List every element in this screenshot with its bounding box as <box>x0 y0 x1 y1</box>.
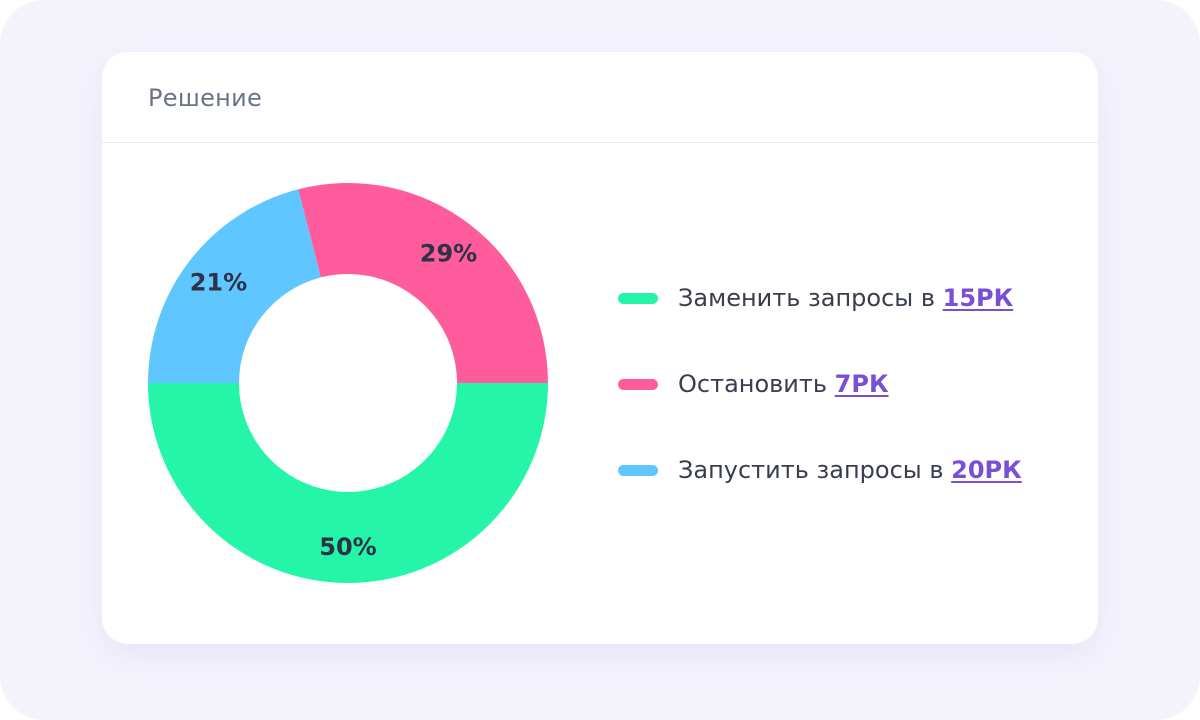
card-title: Решение <box>148 84 263 112</box>
legend-swatch-green <box>618 292 658 304</box>
legend-link-20rk[interactable]: 20РК <box>951 456 1022 484</box>
legend-label-text: Заменить запросы в <box>678 284 943 312</box>
slice-stop <box>298 183 548 383</box>
legend-link-15rk[interactable]: 15РК <box>942 284 1014 312</box>
legend-label: Остановить 7РК <box>678 370 889 398</box>
legend-label: Запустить запросы в 20РК <box>678 456 1022 484</box>
chart-legend: Заменить запросы в 15РК Остановить 7РК З… <box>618 275 1088 533</box>
slice-label: 21% <box>190 268 247 296</box>
legend-item-replace: Заменить запросы в 15РК <box>618 275 1088 321</box>
legend-swatch-pink <box>618 378 658 390</box>
legend-link-7rk[interactable]: 7РК <box>834 370 889 398</box>
legend-item-stop: Остановить 7РК <box>618 361 1088 407</box>
legend-item-launch: Запустить запросы в 20РК <box>618 447 1088 493</box>
slice-replace <box>148 383 548 583</box>
legend-swatch-blue <box>618 464 658 476</box>
legend-label: Заменить запросы в 15РК <box>678 284 1013 312</box>
card-header: Решение <box>102 52 1098 143</box>
slice-launch <box>148 189 321 383</box>
legend-label-text: Остановить <box>678 370 835 398</box>
legend-label-text: Запустить запросы в <box>678 456 952 484</box>
slice-label: 29% <box>420 239 477 267</box>
slice-label: 50% <box>319 533 376 561</box>
